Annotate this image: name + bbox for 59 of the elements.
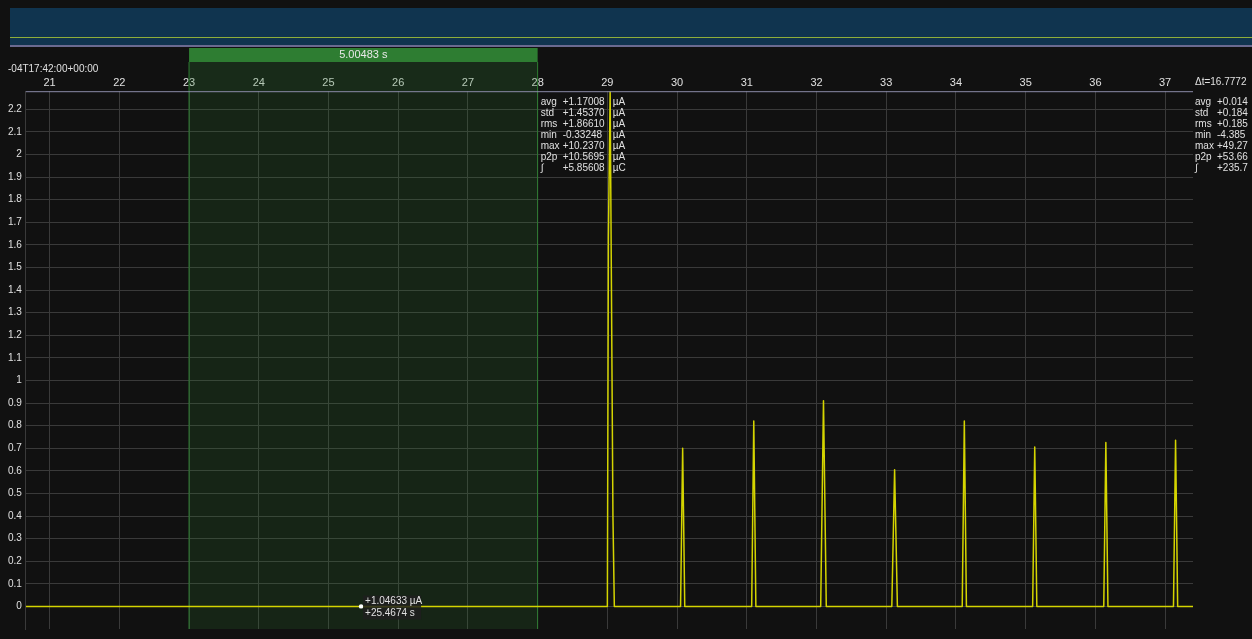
text: -04T17:42:00+00:00 bbox=[8, 62, 99, 74]
y-tick-label: 0.2 bbox=[8, 554, 23, 566]
annotation: +1.04633 µA bbox=[365, 595, 423, 607]
text: p2p +53.66 bbox=[1195, 150, 1249, 162]
y-tick-label: 1.7 bbox=[8, 216, 23, 228]
x-tick-label: 27 bbox=[461, 75, 475, 88]
x-tick-label: 24 bbox=[252, 75, 265, 88]
y-tick-label: 1.6 bbox=[8, 238, 23, 250]
y-tick-label: 2 bbox=[16, 148, 23, 160]
y-tick-label: 1 bbox=[16, 374, 23, 386]
text: ∫ +5.85608 µC bbox=[540, 161, 626, 173]
y-tick-label: 0.3 bbox=[8, 532, 23, 544]
annotation: rms +1.86610 µA bbox=[540, 117, 626, 129]
y-tick-label: 1.1 bbox=[8, 351, 23, 363]
text: Δt=16.7772 bbox=[1195, 75, 1247, 87]
x-tick-label: 22 bbox=[113, 75, 126, 88]
x-tick-label: 35 bbox=[1019, 75, 1032, 88]
annotation: min -0.33248 µA bbox=[540, 128, 626, 140]
text: max +49.27 bbox=[1195, 139, 1249, 151]
y-tick-label: 0.5 bbox=[8, 487, 23, 499]
y-tick-label: 0.4 bbox=[8, 509, 23, 521]
text: rms +0.185 bbox=[1195, 117, 1249, 129]
annotation: +25.4674 s bbox=[365, 607, 415, 619]
text: min -4.385 bbox=[1195, 128, 1246, 140]
x-tick-label: 25 bbox=[322, 75, 335, 88]
y-tick-label: 0.7 bbox=[8, 441, 23, 453]
band-label: 5.00483 s bbox=[339, 48, 388, 61]
x-tick-label: 23 bbox=[182, 75, 196, 88]
y-tick-label: 2.2 bbox=[8, 103, 23, 115]
y-tick-label: 0.6 bbox=[8, 464, 23, 476]
y-tick-label: 1.4 bbox=[8, 283, 23, 295]
annotation: p2p +10.5695 µA bbox=[540, 150, 626, 162]
y-tick-label: 1.2 bbox=[8, 328, 23, 340]
y-tick-label: 1.5 bbox=[8, 261, 23, 273]
x-tick-label: 21 bbox=[43, 75, 56, 88]
x-tick-label: 36 bbox=[1089, 75, 1102, 88]
x-tick-label: 26 bbox=[392, 75, 405, 88]
y-tick-label: 0.1 bbox=[8, 577, 23, 589]
x-tick-label: 33 bbox=[880, 75, 893, 88]
y-tick-label: 0 bbox=[16, 600, 23, 612]
text: std +0.184 bbox=[1195, 106, 1249, 118]
x-tick-label: 29 bbox=[601, 75, 614, 88]
y-tick-label: 0.9 bbox=[8, 396, 23, 408]
x-tick-label: 31 bbox=[740, 75, 753, 88]
y-tick-label: 2.1 bbox=[8, 125, 23, 137]
y-tick-label: 1.3 bbox=[8, 306, 23, 318]
annotation: avg +1.17008 µA bbox=[540, 95, 626, 107]
x-tick-label: 32 bbox=[810, 75, 823, 88]
annotation: max +10.2370 µA bbox=[540, 139, 626, 151]
y-tick-label: 1.8 bbox=[8, 193, 23, 205]
text: ∫ +235.7 bbox=[1195, 161, 1248, 173]
x-tick-label: 30 bbox=[670, 75, 684, 88]
y-tick-label: 0.8 bbox=[8, 419, 23, 431]
text: avg +0.014 bbox=[1195, 95, 1249, 107]
x-tick-label: 37 bbox=[1158, 75, 1172, 88]
x-tick-label: 34 bbox=[949, 75, 963, 88]
annotation: std +1.45370 µA bbox=[540, 106, 626, 118]
y-tick-label: 1.9 bbox=[8, 170, 23, 182]
x-tick-label: 28 bbox=[531, 75, 544, 88]
